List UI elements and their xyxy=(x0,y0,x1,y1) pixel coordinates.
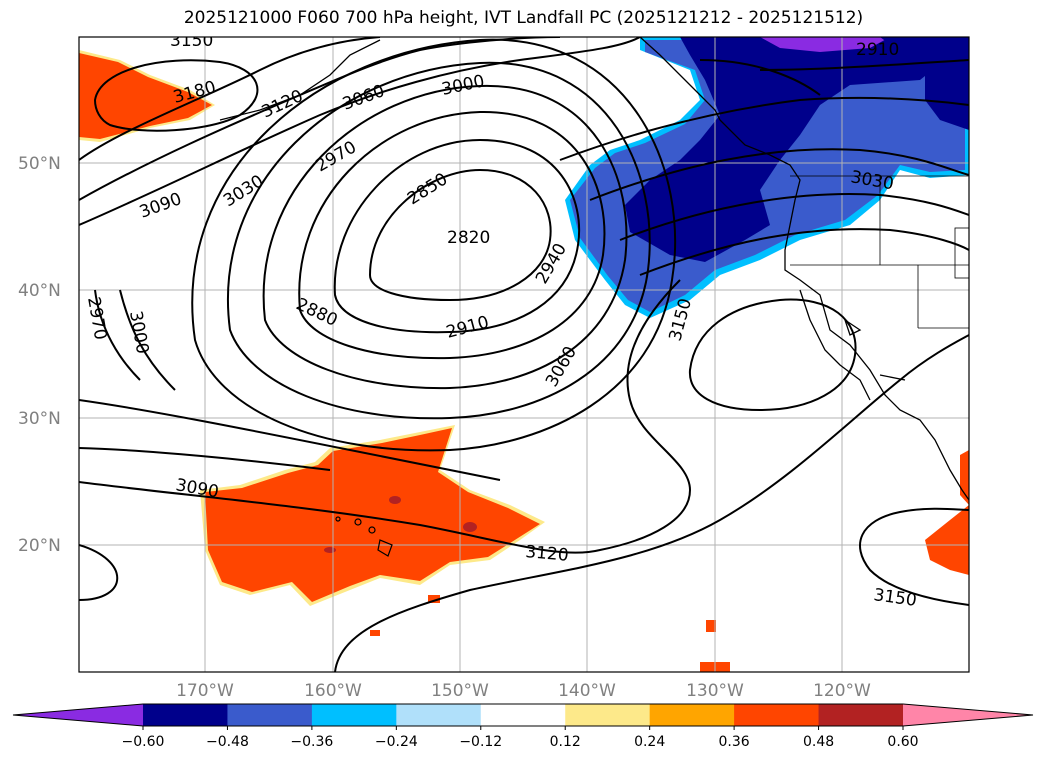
colorbar-tick-label: −0.36 xyxy=(290,734,333,750)
colorbar-tick-label: −0.48 xyxy=(206,734,249,750)
lon-label: 170°W xyxy=(176,681,234,701)
colorbar-swatch xyxy=(734,704,820,726)
hawaii-islands xyxy=(335,516,393,557)
colorbar-tick-label: 0.60 xyxy=(887,734,918,750)
lat-label: 40°N xyxy=(18,281,61,301)
longitude-labels: 170°W 160°W 150°W 140°W 130°W 120°W xyxy=(176,681,871,701)
colorbar-swatch xyxy=(311,704,397,726)
lon-label: 120°W xyxy=(813,681,871,701)
lon-label: 160°W xyxy=(304,681,362,701)
colorbar-extend-low xyxy=(13,704,143,726)
colorbar-swatch xyxy=(565,704,651,726)
colorbar-tick-label: 0.48 xyxy=(803,734,834,750)
coastlines xyxy=(219,37,969,501)
colorbar-tick-label: 0.24 xyxy=(634,734,665,750)
colorbar-swatch xyxy=(480,704,566,726)
colorbar-tick-label: 0.36 xyxy=(719,734,750,750)
colorbar: −0.60 −0.48 −0.36 −0.24 −0.12 0.12 0.24 0.36 0.4… xyxy=(12,703,1034,750)
height-contours xyxy=(79,37,969,672)
map-plot-area: 3150 3180 3120 3060 3000 2970 3030 3090 … xyxy=(79,31,969,672)
political-borders xyxy=(790,175,969,329)
ivt-negative-region xyxy=(565,37,969,318)
lon-label: 150°W xyxy=(431,681,489,701)
lat-label: 20°N xyxy=(18,536,61,556)
ivt-positive-region-hawaii xyxy=(200,425,545,606)
colorbar-swatch xyxy=(649,704,735,726)
contour-label: 3120 xyxy=(525,542,570,566)
graticule xyxy=(79,37,969,672)
lat-label: 50°N xyxy=(18,154,61,174)
ivt-positive-region-nw xyxy=(79,50,215,142)
lon-label: 140°W xyxy=(558,681,616,701)
colorbar-swatch xyxy=(396,704,482,726)
lon-label: 130°W xyxy=(686,681,744,701)
lat-label: 30°N xyxy=(18,409,61,429)
contour-label: 3150 xyxy=(170,31,213,51)
map-frame xyxy=(78,36,970,673)
contour-label: 2820 xyxy=(447,228,490,248)
colorbar-tick-label: −0.12 xyxy=(459,734,502,750)
contour-label: 2910 xyxy=(856,40,899,60)
colorbar-tick-label: −0.24 xyxy=(375,734,418,750)
colorbar-swatch xyxy=(143,704,228,726)
colorbar-swatch xyxy=(227,704,313,726)
map-title: 2025121000 F060 700 hPa height, IVT Land… xyxy=(183,8,864,28)
colorbar-tick-label: −0.60 xyxy=(122,734,165,750)
colorbar-extend-high xyxy=(903,704,1033,726)
colorbar-tick-label: 0.12 xyxy=(550,734,581,750)
latitude-labels: 50°N 40°N 30°N 20°N xyxy=(18,154,61,556)
colorbar-swatch xyxy=(818,704,904,726)
